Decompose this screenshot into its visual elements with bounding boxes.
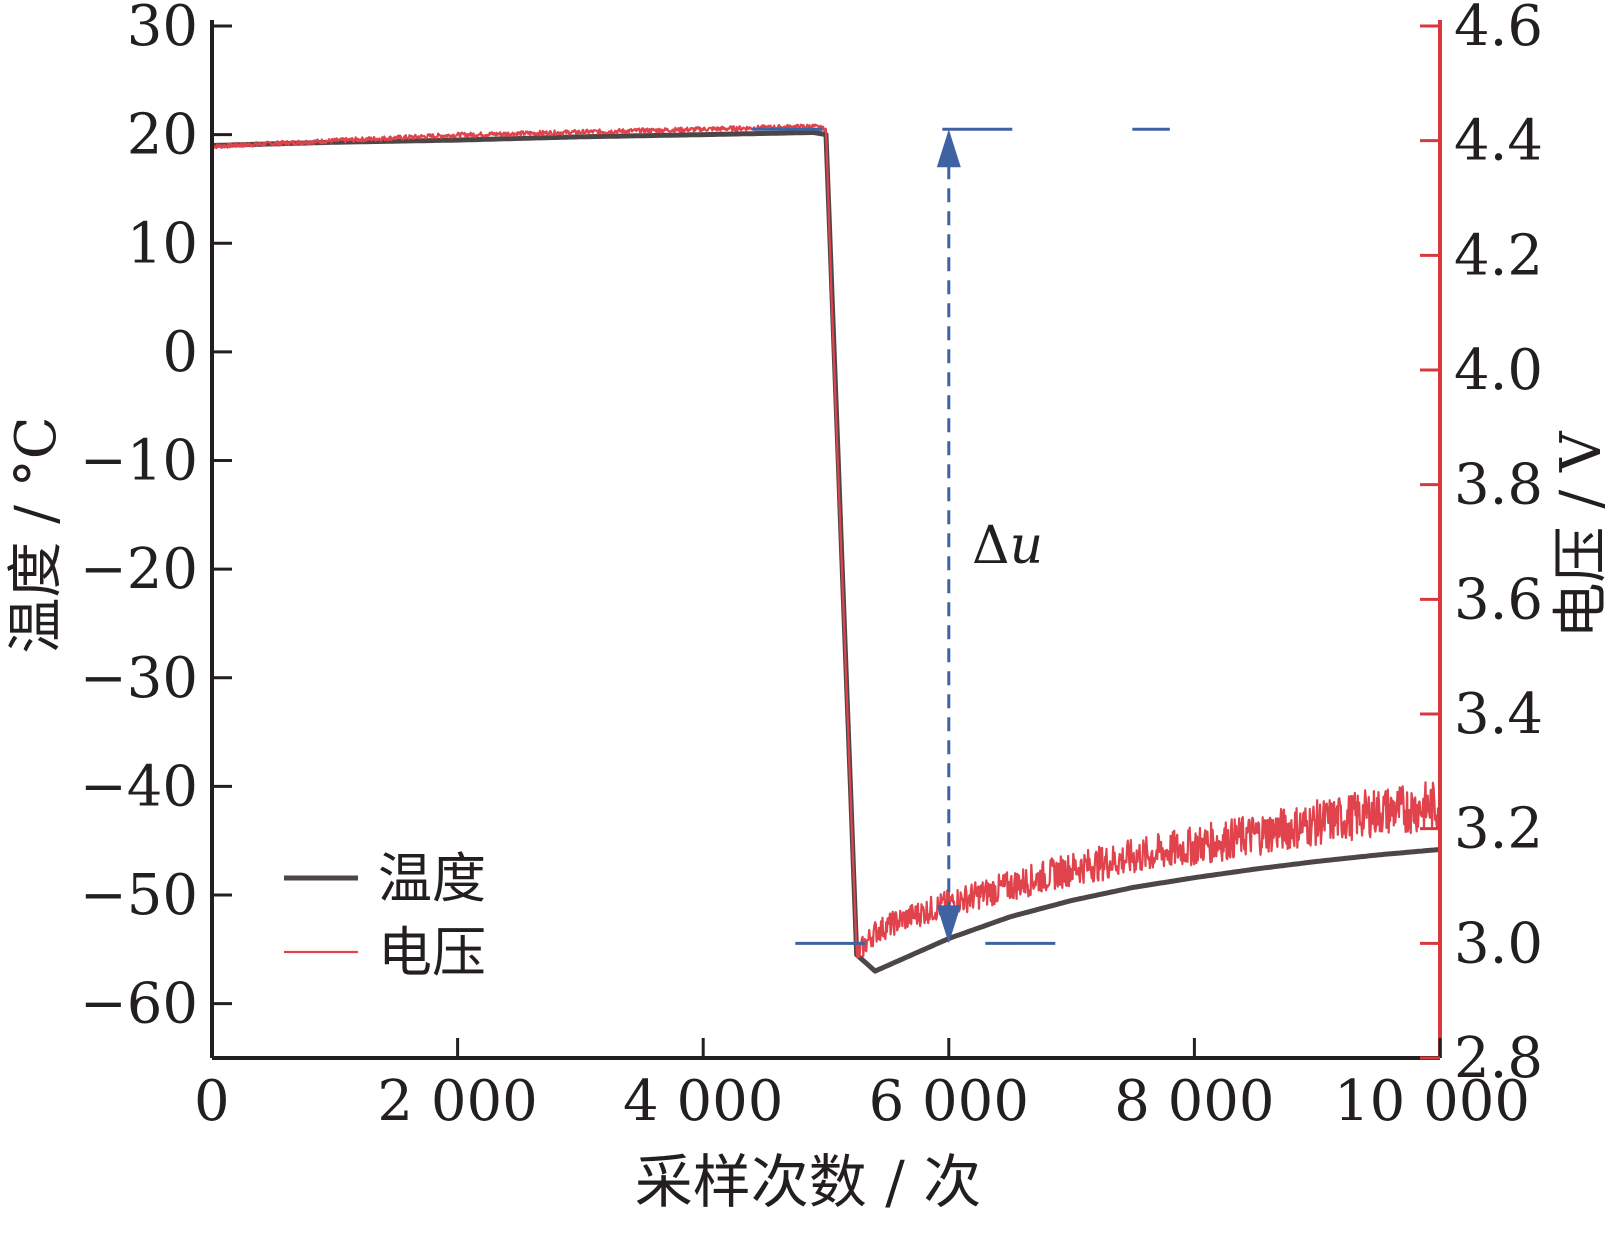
x-axis-label: 采样次数 / 次 bbox=[635, 1148, 981, 1216]
legend-voltage-label: 电压 bbox=[378, 921, 486, 984]
y-right-tick-label: 3.8 bbox=[1454, 453, 1543, 518]
delta-symbol: Δ bbox=[972, 516, 1010, 576]
y-right-tick-label: 3.4 bbox=[1454, 682, 1543, 747]
y-left-tick-label: −50 bbox=[80, 863, 198, 928]
delta-u-label: Δu bbox=[972, 516, 1043, 576]
axes-layer: 0 2 000 4 000 6 000 8 000 10 000 30 20 10 0 −10 −20… bbox=[80, 0, 1543, 1134]
y-left-tick-label: −60 bbox=[80, 972, 198, 1037]
x-tick-label: 0 bbox=[194, 1069, 230, 1134]
y-right-tick-label: 4.4 bbox=[1454, 109, 1543, 174]
series-voltage-line bbox=[211, 123, 1441, 959]
y-left-tick-label: 20 bbox=[127, 103, 198, 168]
y-right-tick-label: 2.8 bbox=[1454, 1026, 1543, 1091]
y-axis-left-label: 温度 / °C bbox=[4, 416, 69, 653]
y-left-tick-label: −20 bbox=[80, 537, 198, 602]
y-right-tick-label: 3.2 bbox=[1454, 797, 1543, 862]
x-tick-label: 6 000 bbox=[869, 1069, 1029, 1134]
y-left-tick-label: 0 bbox=[162, 320, 198, 385]
y-axis-right-label: 电压 / V bbox=[1549, 430, 1614, 638]
x-tick-label: 8 000 bbox=[1114, 1069, 1274, 1134]
y-right-tick-label: 4.0 bbox=[1454, 338, 1543, 403]
y-right-tick-label: 4.6 bbox=[1454, 0, 1543, 59]
arrowhead-up-icon bbox=[936, 129, 961, 168]
y-left-tick-label: −40 bbox=[80, 754, 198, 819]
x-tick-label: 4 000 bbox=[623, 1069, 783, 1134]
series-layer bbox=[211, 123, 1441, 974]
y-left-tick-label: −10 bbox=[80, 429, 198, 494]
x-tick-label: 10 000 bbox=[1334, 1069, 1530, 1134]
delta-u-variable: u bbox=[1010, 516, 1044, 576]
y-left-tick-label: 10 bbox=[127, 211, 198, 276]
y-left-tick-label: −30 bbox=[80, 646, 198, 711]
y-left-tick-label: 30 bbox=[127, 0, 198, 59]
y-right-tick-label: 3.0 bbox=[1454, 911, 1543, 976]
y-right-tick-label: 4.2 bbox=[1454, 223, 1543, 288]
arrowhead-down-icon bbox=[936, 905, 961, 944]
x-tick-label: 2 000 bbox=[377, 1069, 537, 1134]
y-right-tick-label: 3.6 bbox=[1454, 567, 1543, 632]
legend-temperature-label: 温度 bbox=[378, 847, 486, 910]
series-temperature-line bbox=[211, 130, 1441, 974]
annotation-layer: Δu bbox=[752, 127, 1170, 945]
